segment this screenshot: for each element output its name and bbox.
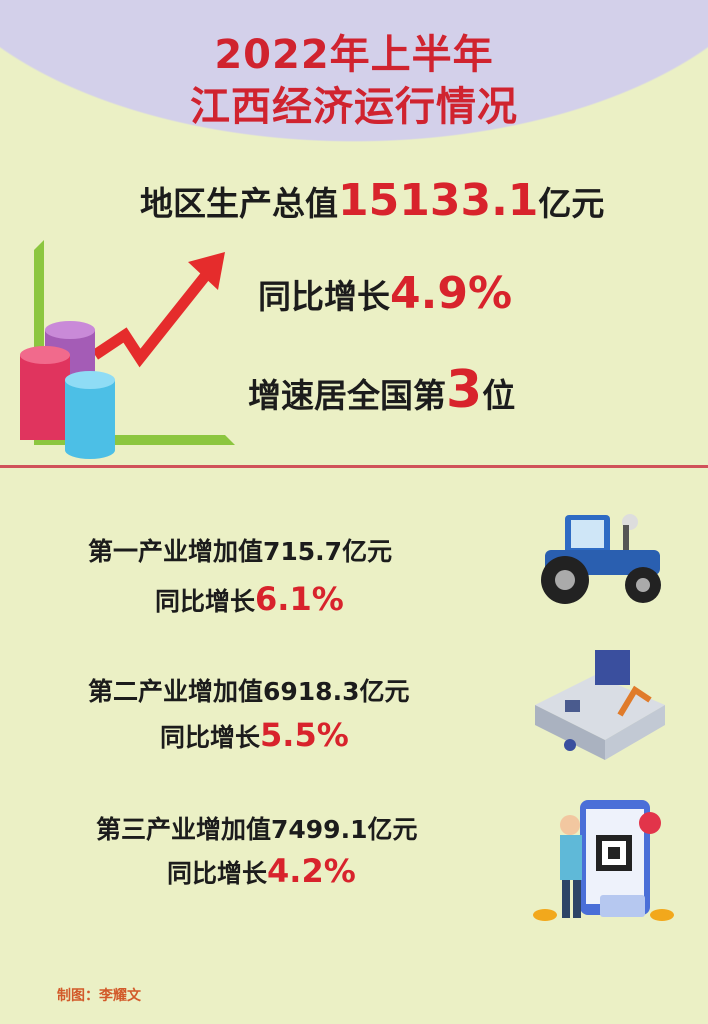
gdp-unit: 亿元 (538, 184, 605, 223)
growth-value: 4.9% (390, 268, 513, 319)
tractor-icon (541, 514, 661, 604)
growth-label: 同比增长 (155, 587, 256, 616)
growth-label: 同比增长 (258, 277, 390, 316)
tertiary-industry-value: 第三产业增加值7499.1亿元 (96, 815, 418, 844)
factory-icon (535, 650, 665, 760)
divider (0, 465, 708, 468)
rank-unit: 位 (482, 376, 516, 415)
growth-label: 同比增长 (167, 859, 268, 888)
rank-line: 增速居全国第3位 (248, 360, 515, 420)
growth-label: 同比增长 (160, 723, 261, 752)
primary-industry-growth: 同比增长6.1% (155, 580, 344, 618)
rank-value: 3 (446, 360, 483, 420)
primary-industry-value: 第一产业增加值715.7亿元 (88, 537, 393, 566)
title-line2: 江西经济运行情况 (190, 84, 518, 130)
secondary-industry-value: 第二产业增加值6918.3亿元 (88, 677, 410, 706)
gdp-value: 15133.1 (338, 175, 539, 226)
growth-chart-icon (20, 240, 235, 459)
mobile-payment-icon (533, 800, 674, 921)
title-line1: 2022年上半年 (214, 32, 494, 78)
gdp-line: 地区生产总值15133.1亿元 (140, 175, 604, 226)
gdp-label: 地区生产总值 (140, 184, 338, 223)
growth-value: 6.1% (255, 580, 344, 618)
tertiary-industry-growth: 同比增长4.2% (167, 852, 356, 890)
growth-value: 5.5% (260, 716, 349, 754)
rank-label: 增速居全国第 (248, 376, 446, 415)
growth-value: 4.2% (267, 852, 356, 890)
growth-line: 同比增长4.9% (258, 268, 512, 319)
secondary-industry-growth: 同比增长5.5% (160, 716, 349, 754)
credit: 制图：李耀文 (57, 988, 141, 1004)
